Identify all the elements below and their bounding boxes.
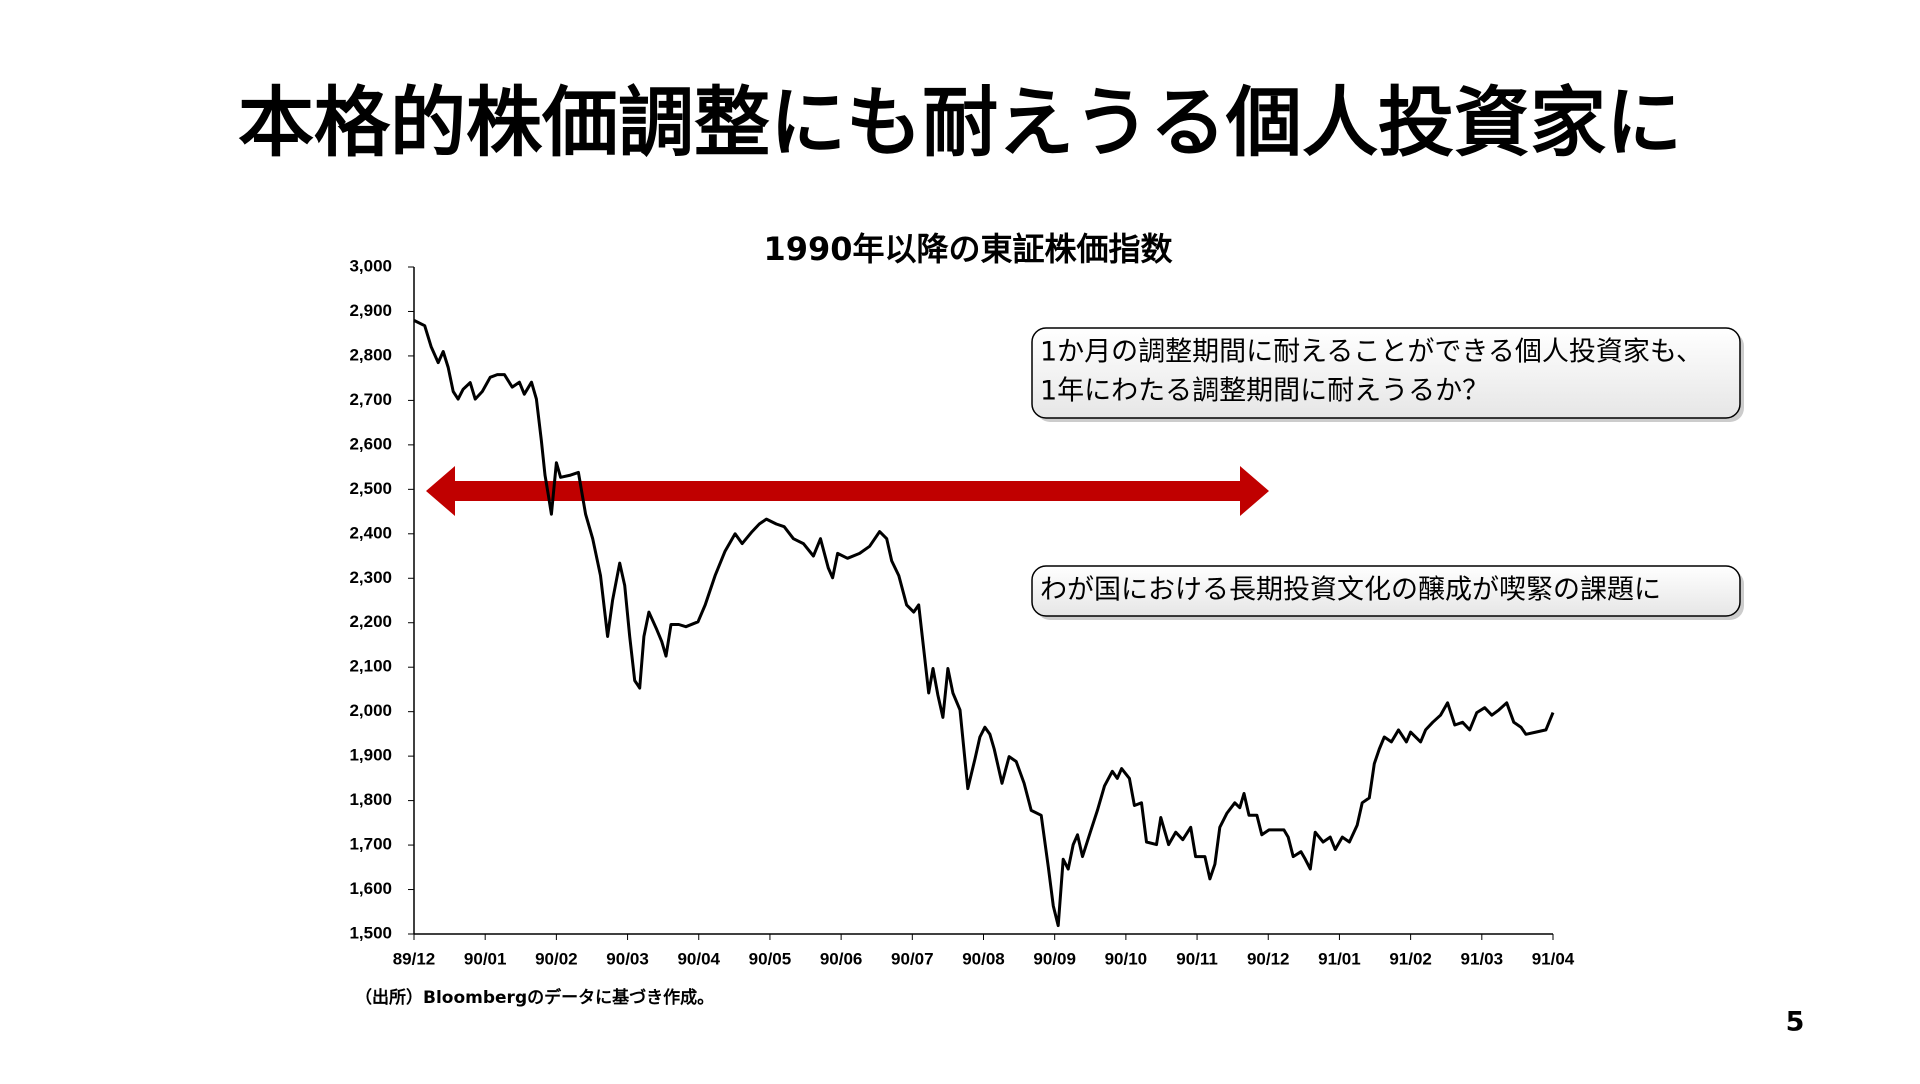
y-tick-label: 1,500 — [349, 923, 392, 942]
y-tick-label: 2,100 — [349, 657, 392, 676]
x-tick-label: 90/12 — [1247, 949, 1290, 968]
y-tick-label: 2,200 — [349, 612, 392, 631]
page-number: 5 — [1786, 1007, 1805, 1038]
x-tick-label: 90/04 — [677, 949, 720, 968]
y-tick-label: 2,000 — [349, 701, 392, 720]
y-tick-label: 2,600 — [349, 434, 392, 453]
y-tick-label: 2,300 — [349, 568, 392, 587]
y-tick-label: 2,900 — [349, 301, 392, 320]
x-tick-label: 90/02 — [535, 949, 578, 968]
callout-box — [1031, 565, 1741, 617]
callout-text: 1か月の調整期間に耐えることができる個人投資家も、 — [1040, 337, 1703, 368]
x-tick-label: 90/05 — [749, 949, 792, 968]
y-tick-label: 1,900 — [349, 746, 392, 765]
x-tick-label: 90/07 — [891, 949, 934, 968]
source-note: （出所）Bloombergのデータに基づき作成。 — [355, 987, 714, 1008]
x-tick-label: 91/02 — [1389, 949, 1432, 968]
y-tick-label: 2,700 — [349, 390, 392, 409]
chart-title: 1990年以降の東証株価指数 — [763, 230, 1173, 268]
x-tick-label: 90/01 — [464, 949, 507, 968]
x-tick-label: 91/01 — [1318, 949, 1361, 968]
slide-title: 本格的株価調整にも耐えうる個人投資家に — [238, 78, 1682, 167]
x-tick-label: 91/04 — [1532, 949, 1575, 968]
y-tick-label: 2,400 — [349, 523, 392, 542]
x-tick-label: 90/08 — [962, 949, 1005, 968]
x-tick-label: 90/09 — [1033, 949, 1076, 968]
x-tick-label: 90/03 — [606, 949, 649, 968]
x-tick-label: 90/10 — [1105, 949, 1148, 968]
span-arrow — [426, 466, 1269, 516]
callout-text: 1年にわたる調整期間に耐えうるか？ — [1040, 376, 1489, 407]
price-line — [413, 319, 1555, 928]
y-tick-label: 1,600 — [349, 879, 392, 898]
y-tick-label: 1,700 — [349, 835, 392, 854]
x-tick-label: 90/11 — [1176, 949, 1218, 968]
callout-box — [1031, 327, 1741, 419]
y-tick-label: 2,500 — [349, 479, 392, 498]
x-tick-label: 91/03 — [1461, 949, 1504, 968]
x-tick-label: 89/12 — [393, 949, 436, 968]
y-tick-label: 2,800 — [349, 345, 392, 364]
x-tick-label: 90/06 — [820, 949, 863, 968]
y-tick-label: 3,000 — [349, 256, 392, 275]
y-tick-label: 1,800 — [349, 790, 392, 809]
callout-text: わが国における長期投資文化の醸成が喫緊の課題に — [1040, 575, 1661, 606]
